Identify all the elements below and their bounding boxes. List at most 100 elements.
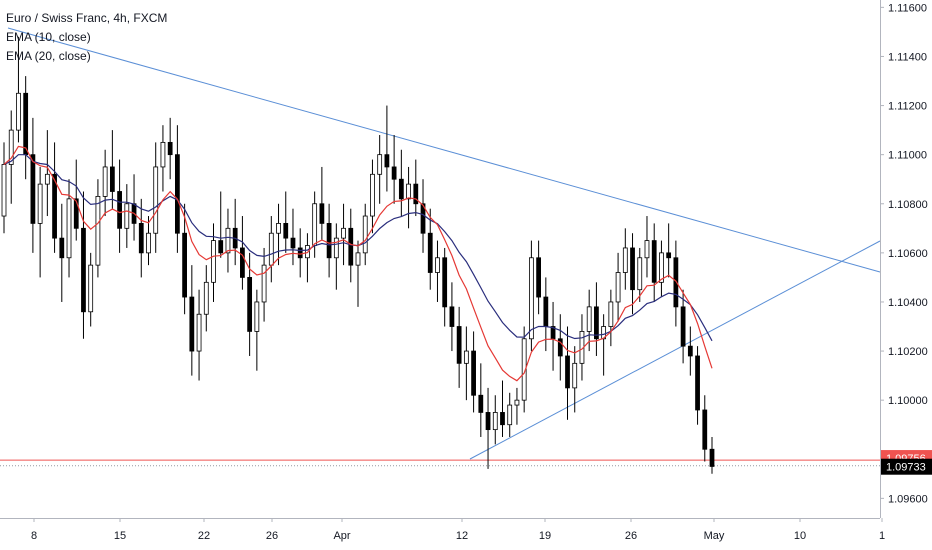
current-price-tag: 1.09733: [881, 458, 932, 475]
candle-body: [240, 247, 245, 278]
candle-body: [117, 191, 122, 229]
candle: [463, 326, 469, 401]
candle-body: [95, 195, 101, 266]
candle-body: [485, 412, 491, 431]
candle-body: [637, 257, 643, 291]
candle: [225, 208, 231, 273]
candle-body: [182, 232, 187, 298]
ema20-legend[interactable]: EMA (20, close): [6, 49, 91, 63]
candle: [370, 159, 375, 234]
candle-body: [138, 223, 144, 254]
chart-title[interactable]: Euro / Swiss Franc, 4h, FXCM: [6, 11, 168, 25]
candle-body: [666, 252, 672, 259]
candle-body: [536, 257, 541, 298]
candle: [507, 392, 513, 437]
candle-body: [124, 203, 130, 229]
candle-body: [52, 173, 57, 239]
candle-body: [377, 154, 383, 175]
candle-body: [268, 232, 274, 266]
candle-body: [355, 252, 361, 266]
candle: [709, 436, 715, 474]
y-tick-label: 1.10600: [888, 248, 928, 260]
candle: [702, 395, 708, 462]
candle: [124, 184, 130, 248]
candle: [44, 130, 50, 217]
candle-body: [608, 301, 614, 327]
trendlines[interactable]: [0, 27, 881, 467]
resistance-trendline[interactable]: [7, 27, 881, 273]
candle: [153, 142, 159, 253]
candle-body: [362, 215, 368, 254]
candle: [594, 282, 599, 356]
candle: [615, 252, 621, 322]
candle-body: [492, 412, 498, 431]
candle-body: [463, 350, 469, 364]
candle: [203, 265, 209, 332]
candle-body: [297, 247, 303, 259]
candle-body: [109, 166, 115, 192]
candle: [73, 159, 79, 241]
candle: [492, 395, 498, 445]
candle: [565, 326, 570, 420]
candle: [413, 159, 419, 217]
candle-body: [521, 338, 527, 401]
x-tick-label: 26: [266, 530, 278, 542]
price-axis[interactable]: 1.11600 1.11400 1.11200 1.11000 1.10800 1.106…: [880, 2, 928, 505]
candle-body: [514, 399, 520, 406]
candle-body: [384, 154, 390, 168]
price-labels: 1.097561.09733: [881, 450, 932, 475]
candle: [630, 233, 635, 315]
candle-body: [189, 296, 195, 352]
candle: [637, 247, 643, 302]
candle: [160, 125, 166, 192]
candle-body: [23, 92, 29, 156]
candle: [30, 117, 36, 253]
candle-body: [680, 306, 686, 347]
candle-body: [500, 412, 505, 426]
candle: [283, 191, 289, 253]
candle: [146, 216, 151, 266]
candle-body: [622, 247, 628, 273]
candle-body: [644, 240, 650, 259]
candle: [167, 117, 173, 180]
candle-body: [557, 338, 563, 357]
candle-body: [572, 362, 578, 389]
candle-body: [225, 227, 231, 254]
candle: [644, 216, 650, 278]
candle-body: [59, 237, 65, 259]
support-trendline[interactable]: [469, 240, 881, 460]
y-tick-label: 1.11200: [888, 101, 927, 113]
candle-body: [196, 313, 202, 352]
candle: [290, 208, 296, 266]
candle: [456, 306, 462, 388]
candle-body: [312, 203, 318, 246]
candle-body: [398, 178, 404, 200]
candle-body: [102, 166, 108, 197]
current-price-tag-bg: [881, 458, 932, 475]
candle: [138, 198, 144, 278]
candle-body: [478, 394, 484, 413]
candle: [355, 240, 361, 307]
ema10-legend[interactable]: EMA (10, close): [6, 30, 91, 44]
candle-body: [413, 183, 419, 205]
candle-body: [370, 173, 375, 217]
time-axis[interactable]: 8 15 22 26 Apr 12 19 26 May 10 1: [31, 518, 885, 542]
candle-body: [211, 240, 216, 283]
candle: [276, 203, 281, 266]
candle: [117, 159, 122, 253]
candle: [485, 387, 491, 469]
candle: [398, 149, 404, 217]
candle-body: [442, 257, 448, 308]
candle: [572, 346, 578, 413]
candle: [261, 247, 267, 322]
candle: [175, 125, 180, 253]
candle: [500, 380, 505, 437]
candle-body: [594, 306, 599, 340]
candle: [687, 326, 693, 376]
candle: [254, 289, 260, 371]
candle-body: [254, 301, 260, 332]
candle-body: [391, 166, 397, 180]
x-tick-label: May: [704, 530, 725, 542]
candle-body: [73, 198, 79, 229]
